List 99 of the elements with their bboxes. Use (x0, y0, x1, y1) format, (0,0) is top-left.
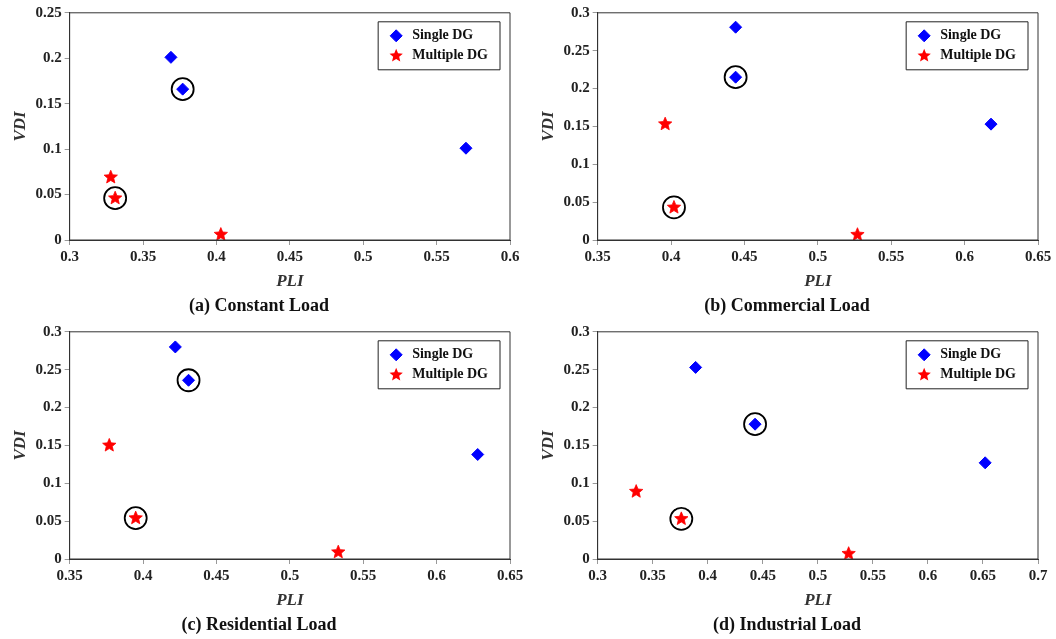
y-tick-label: 0.25 (35, 360, 62, 377)
point (168, 340, 182, 354)
x-tick-label: 0.35 (56, 566, 83, 583)
x-axis-title: PLI (803, 270, 833, 290)
point (978, 456, 992, 470)
x-tick-label: 0.4 (133, 566, 153, 583)
y-tick-label: 0.1 (570, 155, 590, 172)
y-tick-label: 0.25 (563, 41, 590, 58)
text: (a) Constant Load (188, 294, 330, 316)
y-tick-label: 0.25 (563, 360, 590, 377)
x-tick-label: 0.4 (698, 566, 718, 583)
y-axis-title: VDI (9, 109, 29, 142)
point (471, 447, 485, 461)
y-tick-label: 0.15 (563, 436, 590, 453)
x-tick-label: 0.5 (353, 247, 373, 264)
x-tick-label: 0.55 (859, 566, 886, 583)
x-axis-title: PLI (275, 270, 305, 290)
legend-label: Multiple DG (940, 366, 1017, 382)
y-tick-label: 0.15 (35, 94, 62, 111)
y-tick-label: 0.05 (563, 193, 590, 210)
x-tick-label: 0.55 (878, 247, 905, 264)
legend-label: Multiple DG (412, 366, 489, 382)
x-tick-label: 0.55 (423, 247, 450, 264)
x-tick-label: 0.4 (661, 247, 681, 264)
point (629, 484, 644, 498)
point (729, 20, 743, 34)
y-tick-label: 0.3 (570, 3, 590, 20)
x-tick-label: 0.45 (276, 247, 303, 264)
point (841, 546, 856, 559)
y-tick-label: 0 (54, 230, 62, 247)
x-tick-label: 0.65 (496, 566, 524, 583)
y-tick-label: 0.25 (35, 3, 62, 20)
legend-label: Multiple DG (940, 47, 1017, 63)
point (123, 506, 148, 530)
point (743, 412, 767, 437)
y-tick-label: 0.3 (570, 322, 590, 339)
y-tick-label: 0.05 (35, 512, 62, 529)
text: (b) Commercial Load (704, 294, 870, 316)
y-tick-label: 0.1 (42, 139, 62, 156)
point (658, 116, 673, 131)
y-tick-label: 0.1 (42, 474, 62, 491)
y-tick-label: 0.05 (35, 185, 62, 202)
point (662, 195, 686, 220)
x-tick-label: 0.55 (350, 566, 377, 583)
point (850, 227, 865, 240)
point (103, 169, 118, 184)
x-tick-label: 0.35 (584, 247, 611, 264)
x-axis-title: PLI (803, 589, 833, 609)
point (102, 438, 117, 452)
text: (c) Residential Load (181, 613, 337, 635)
x-tick-label: 0.45 (749, 566, 776, 583)
y-tick-label: 0.3 (42, 322, 62, 339)
point (213, 227, 228, 240)
x-tick-label: 0.35 (129, 247, 157, 264)
point (984, 117, 998, 131)
legend-label: Single DG (940, 27, 1002, 43)
x-tick-label: 0.65 (1024, 247, 1052, 264)
point (723, 65, 748, 90)
x-tick-label: 0.45 (203, 566, 230, 583)
y-tick-label: 0.2 (42, 398, 62, 415)
y-tick-label: 0.1 (570, 474, 590, 491)
x-tick-label: 0.6 (955, 247, 975, 264)
y-tick-label: 0 (582, 230, 590, 247)
y-tick-label: 0.05 (563, 512, 590, 529)
text: (d) Industrial Load (712, 613, 862, 635)
legend-label: Multiple DG (412, 47, 489, 63)
x-axis-title: PLI (275, 589, 305, 609)
x-tick-label: 0.5 (808, 566, 828, 583)
x-tick-label: 0.65 (969, 566, 997, 583)
y-tick-label: 0 (54, 549, 62, 566)
x-tick-label: 0.6 (427, 566, 447, 583)
x-tick-label: 0.45 (731, 247, 758, 264)
x-tick-label: 0.7 (1028, 566, 1048, 583)
x-tick-label: 0.35 (639, 566, 666, 583)
y-tick-label: 0 (582, 549, 590, 566)
y-tick-label: 0.15 (35, 436, 62, 453)
point (669, 506, 694, 531)
point (459, 141, 473, 155)
point (103, 186, 128, 211)
y-axis-title: VDI (537, 109, 557, 142)
x-tick-label: 0.6 (918, 566, 938, 583)
point (331, 544, 346, 559)
x-tick-label: 0.5 (280, 566, 300, 583)
y-axis-title: VDI (537, 428, 557, 461)
point (176, 368, 201, 393)
point (170, 77, 195, 102)
legend-label: Single DG (412, 27, 474, 43)
legend-label: Single DG (412, 346, 474, 362)
point (689, 360, 703, 374)
x-tick-label: 0.6 (500, 247, 520, 264)
point (164, 50, 178, 64)
x-tick-label: 0.4 (207, 247, 227, 264)
y-tick-label: 0.15 (563, 117, 590, 134)
y-tick-label: 0.2 (570, 398, 590, 415)
y-tick-label: 0.2 (570, 79, 590, 96)
legend-label: Single DG (940, 346, 1002, 362)
x-tick-label: 0.5 (808, 247, 828, 264)
y-axis-title: VDI (9, 428, 29, 461)
y-tick-label: 0.2 (42, 49, 62, 66)
